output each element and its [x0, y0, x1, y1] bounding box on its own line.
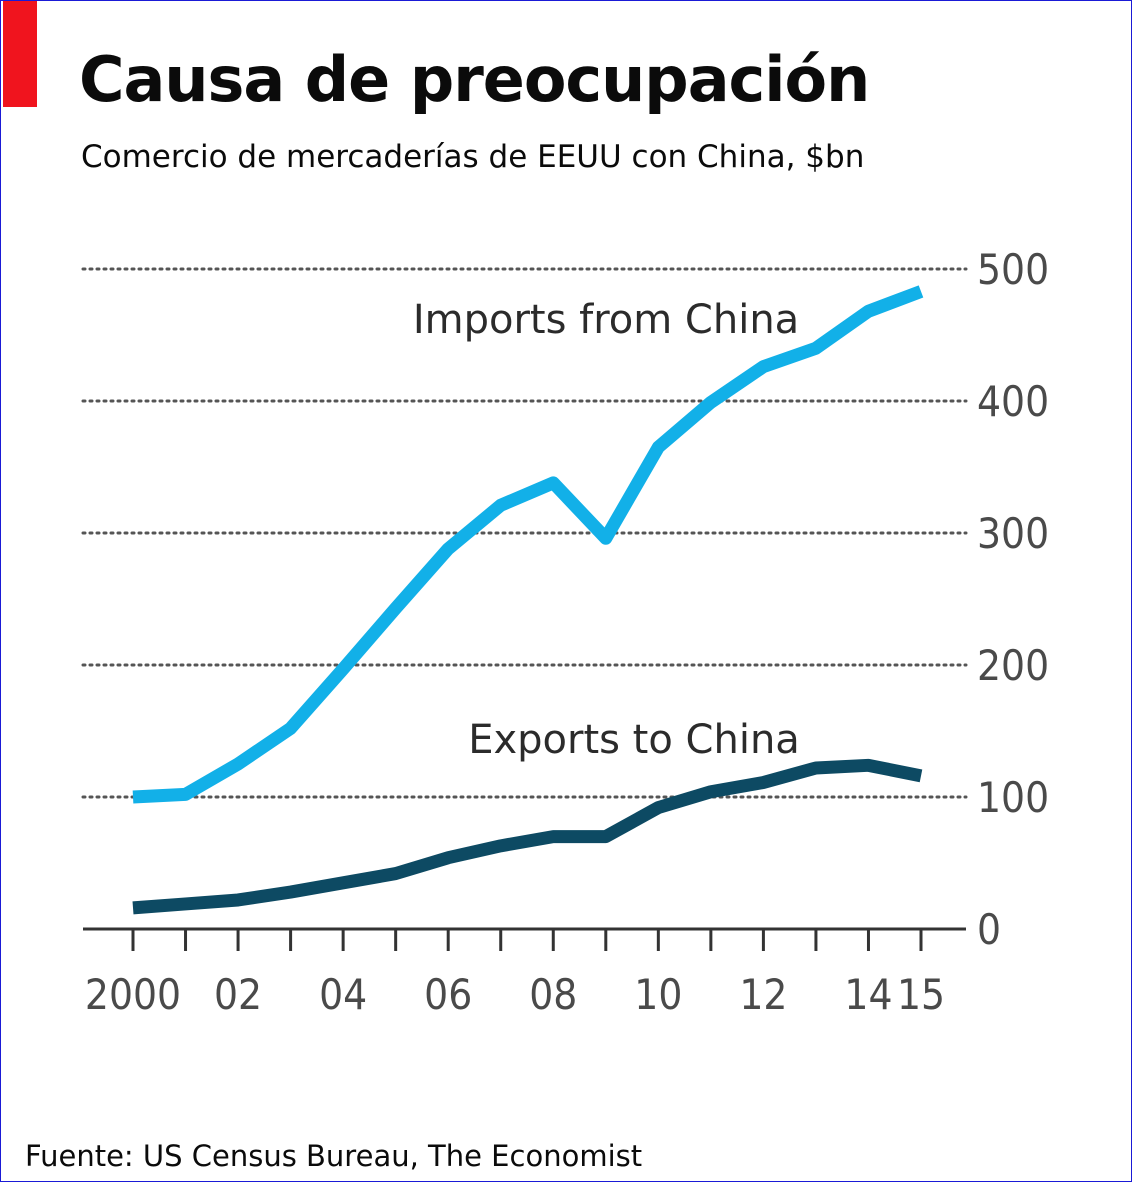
y-tick-label: 0 [977, 905, 1001, 954]
x-tick-label: 10 [634, 970, 682, 1019]
x-tick-label: 2000 [85, 970, 181, 1019]
y-tick-label: 200 [977, 641, 1049, 690]
series-label: Exports to China [468, 717, 800, 763]
series-line [132, 758, 923, 915]
x-axis-labels: 2000 02 04 06 08 10 12 14 15 [85, 970, 945, 1019]
x-axis [83, 927, 966, 951]
series-layer [132, 285, 924, 915]
x-tick-label: 06 [424, 970, 472, 1019]
x-tick-label: 04 [319, 970, 367, 1019]
x-tick-label: 14 [844, 970, 892, 1019]
x-tick-label: 15 [897, 970, 945, 1019]
grid-layer [81, 267, 968, 799]
series-line [132, 285, 924, 804]
chart-title: Causa de preocupación [79, 43, 870, 116]
y-tick-label: 300 [977, 509, 1049, 558]
series-labels: Imports from China Exports to China [413, 297, 800, 763]
chart-subtitle: Comercio de mercaderías de EEUU con Chin… [81, 139, 865, 175]
x-tick-label: 02 [214, 970, 262, 1019]
source-note: Fuente: US Census Bureau, The Economist [25, 1139, 643, 1173]
accent-tag [3, 1, 37, 107]
x-tick-label: 08 [529, 970, 577, 1019]
y-axis: 0 100 200 300 400 500 [977, 245, 1049, 954]
x-tick-label: 12 [739, 970, 787, 1019]
line-chart: 0 100 200 300 400 500 2000 02 04 06 08 10 12 14 15 Im… [81, 245, 1049, 1019]
y-tick-label: 100 [977, 773, 1049, 822]
y-tick-label: 400 [977, 377, 1049, 426]
series-label: Imports from China [413, 297, 799, 343]
y-tick-label: 500 [977, 245, 1049, 294]
